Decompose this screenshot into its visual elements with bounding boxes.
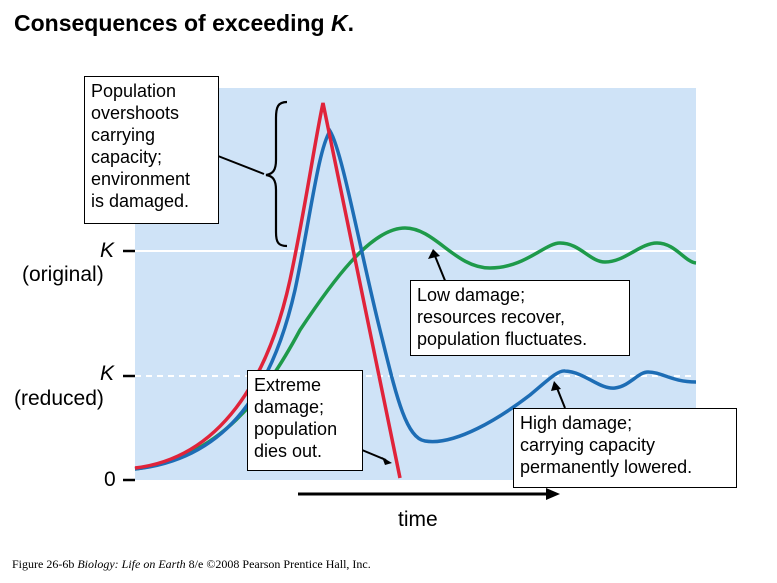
time-label: time <box>398 508 438 531</box>
high-damage-arrowhead <box>551 381 561 391</box>
figure-caption: Figure 26-6b Biology: Life on Earth 8/e … <box>12 557 371 571</box>
overshoot-bracket <box>265 100 288 248</box>
overshoot-pointer <box>217 155 265 175</box>
overshoot-callout: Population overshoots carrying capacity;… <box>84 76 219 224</box>
k-original-label: K <box>100 239 115 262</box>
high-damage-callout: High damage; carrying capacity permanent… <box>513 408 737 488</box>
k-reduced-sublabel: (reduced) <box>14 387 104 410</box>
time-arrowhead <box>546 488 560 500</box>
k-original-sublabel: (original) <box>22 263 104 286</box>
extreme-damage-arrowhead <box>382 457 392 465</box>
extreme-damage-callout: Extreme damage; population dies out. <box>247 370 363 471</box>
figure-title: Consequences of exceeding K. <box>14 10 354 36</box>
extreme-damage-pointer <box>361 449 387 461</box>
low-damage-callout: Low damage; resources recover, populatio… <box>410 280 630 356</box>
high-damage-pointer <box>556 387 566 409</box>
k-reduced-label: K <box>100 362 115 385</box>
low-damage-arrowhead <box>428 249 440 259</box>
zero-label: 0 <box>104 468 116 491</box>
low-damage-pointer <box>434 255 447 284</box>
high-damage-curve <box>134 127 697 471</box>
extreme-damage-curve <box>134 102 402 479</box>
low-damage-curve <box>134 226 697 471</box>
